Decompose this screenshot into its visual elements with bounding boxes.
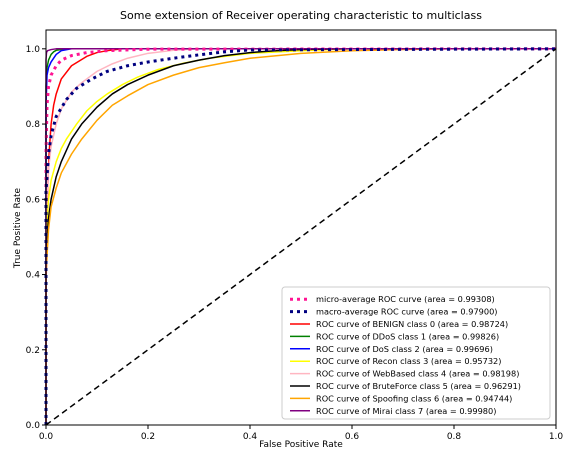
- roc-curve-0: [44, 47, 557, 425]
- y-axis-ticks: 0.0 0.2 0.4 0.6 0.8 1.0: [26, 45, 46, 431]
- legend-entry-label: micro-average ROC curve (area = 0.99308): [316, 294, 495, 304]
- roc-curve-5: [45, 48, 556, 425]
- legend-entry-label: ROC curve of Recon class 3 (area = 0.957…: [316, 356, 501, 366]
- y-axis-label: True Positive Rate: [13, 187, 23, 269]
- legend: micro-average ROC curve (area = 0.99308)…: [281, 286, 551, 420]
- y-tick-label: 1.0: [26, 45, 41, 55]
- roc-curve-6: [45, 48, 556, 425]
- y-tick-label: 0.4: [26, 271, 41, 281]
- y-tick-label: 0.8: [26, 120, 41, 130]
- roc-curve-7: [45, 48, 556, 425]
- chance-diagonal-line: [45, 48, 557, 426]
- legend-entry-label: ROC curve of DoS class 2 (area = 0.99696…: [316, 344, 493, 354]
- chart-title: Some extension of Receiver operating cha…: [120, 9, 482, 22]
- legend-entry-label: ROC curve of Mirai class 7 (area = 0.999…: [316, 406, 496, 416]
- plot-frame: [45, 29, 557, 426]
- y-tick-label: 0.2: [26, 346, 40, 356]
- x-tick-label: 0.4: [243, 432, 258, 442]
- legend-entry-label: ROC curve of BENIGN class 0 (area = 0.98…: [316, 319, 508, 329]
- legend-entry-label: ROC curve of DDoS class 1 (area = 0.9982…: [316, 331, 499, 341]
- x-axis-ticks: 0.0 0.2 0.4 0.6 0.8 1.0: [39, 425, 564, 442]
- legend-entry-label: ROC curve of WebBased class 4 (area = 0.…: [316, 369, 519, 379]
- legend-entry-label: macro-average ROC curve (area = 0.97900): [316, 307, 497, 317]
- x-tick-label: 0.0: [39, 432, 54, 442]
- x-axis-label: False Positive Rate: [259, 440, 343, 450]
- legend-entry-label: ROC curve of Spoofing class 6 (area = 0.…: [316, 393, 512, 403]
- y-tick-label: 0.0: [26, 421, 41, 431]
- x-tick-label: 0.6: [345, 432, 360, 442]
- legend-box: [281, 286, 551, 420]
- x-tick-label: 1.0: [549, 432, 564, 442]
- roc-curve-8: [45, 48, 556, 425]
- x-tick-label: 0.2: [141, 432, 155, 442]
- y-tick-label: 0.6: [26, 195, 41, 205]
- roc-curve-1: [44, 47, 557, 425]
- x-tick-label: 0.8: [447, 432, 462, 442]
- legend-entry-label: ROC curve of BruteForce class 5 (area = …: [316, 381, 521, 391]
